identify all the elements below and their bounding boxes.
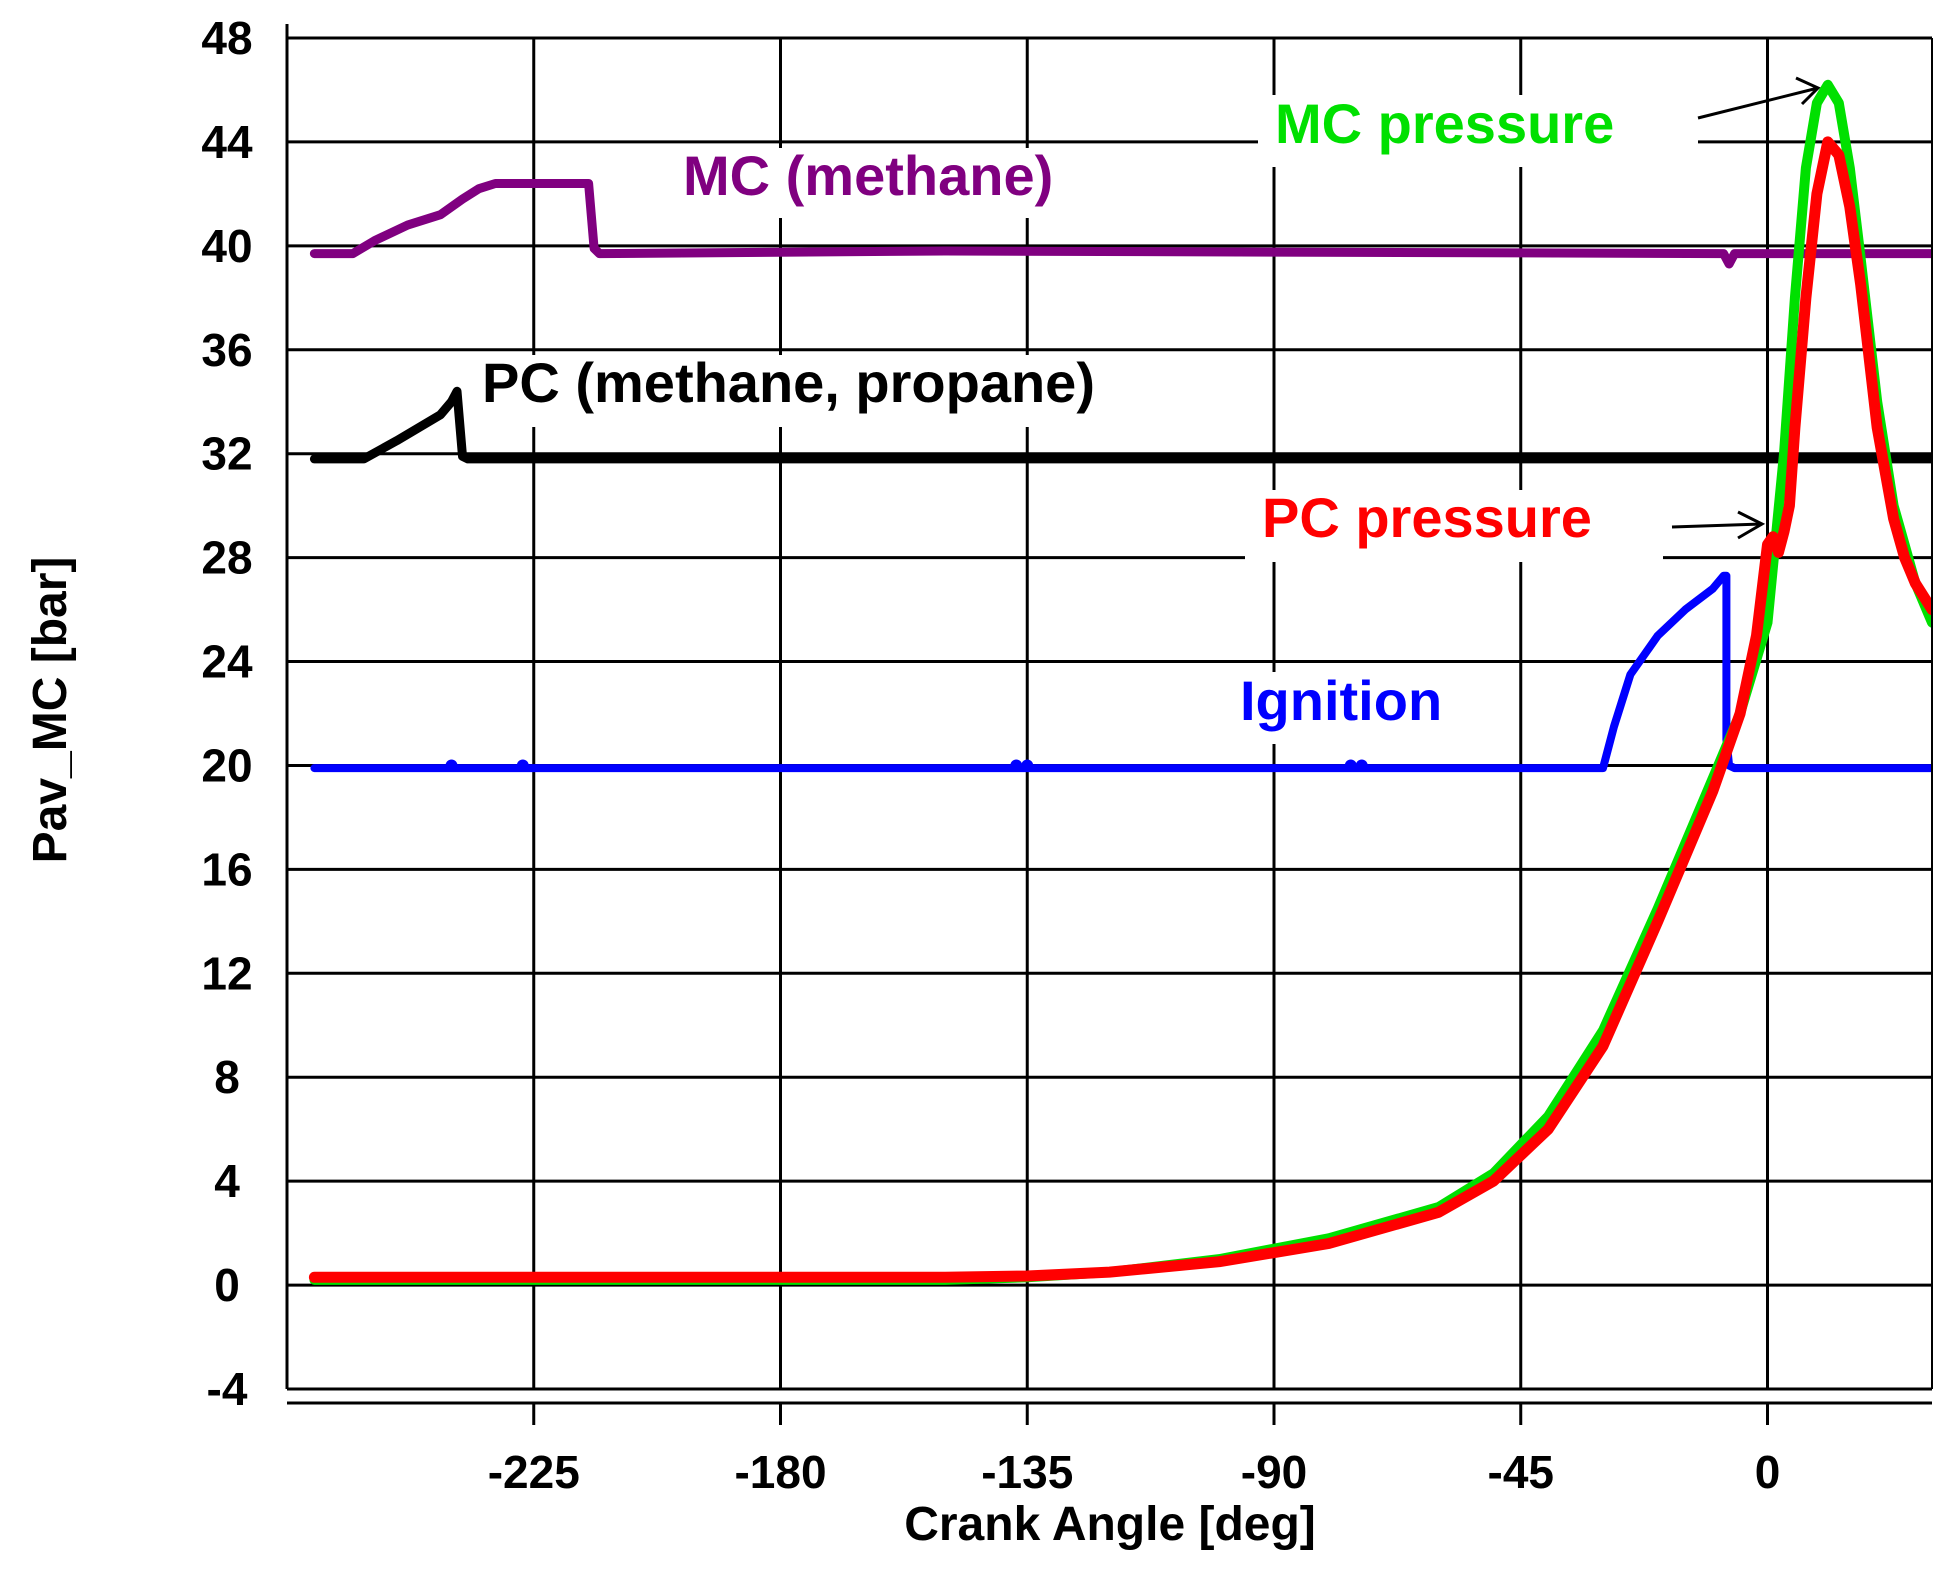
y-tick-label: -4 bbox=[207, 1363, 248, 1415]
x-axis-title: Crank Angle [deg] bbox=[904, 1498, 1316, 1551]
y-tick-label: 48 bbox=[201, 12, 252, 64]
annotation-background bbox=[1258, 95, 1698, 167]
annotation-mc-methane: MC (methane) bbox=[683, 144, 1053, 207]
y-tick-label: 16 bbox=[201, 843, 252, 895]
ignition-marker bbox=[445, 759, 458, 772]
annotation-ignition: Ignition bbox=[1240, 669, 1442, 732]
annotation-pc-methane-propane: PC (methane, propane) bbox=[482, 351, 1095, 414]
annotation-background bbox=[1212, 672, 1502, 744]
arrow-mc-pressure bbox=[1697, 76, 1821, 120]
y-tick-label: 40 bbox=[201, 220, 252, 272]
y-tick-label: 44 bbox=[201, 116, 253, 168]
series-line-pc-pressure bbox=[308, 136, 1932, 1283]
y-tick-label: 32 bbox=[201, 428, 252, 480]
x-tick-label: 0 bbox=[1755, 1446, 1781, 1498]
y-axis-title: Pav_MC [bar] bbox=[24, 557, 77, 864]
annotation-mc-pressure: MC pressure bbox=[1275, 92, 1614, 155]
ignition-marker bbox=[1010, 759, 1023, 772]
y-tick-label: 4 bbox=[214, 1155, 240, 1207]
annotation-backgrounds bbox=[460, 95, 1698, 744]
series-layer bbox=[308, 79, 1932, 1285]
y-tick-label: 0 bbox=[214, 1259, 240, 1311]
annotation-background bbox=[660, 148, 1110, 218]
ignition-marker bbox=[1021, 759, 1034, 772]
annotation-background bbox=[1245, 490, 1663, 562]
x-tick-label: -135 bbox=[981, 1446, 1073, 1498]
annotation-pc-pressure: PC pressure bbox=[1262, 486, 1592, 549]
x-tick-label: -180 bbox=[734, 1446, 826, 1498]
y-tick-label: 36 bbox=[201, 324, 252, 376]
x-tick-label: -90 bbox=[1241, 1446, 1307, 1498]
y-tick-label: 20 bbox=[201, 739, 252, 791]
annotation-background bbox=[460, 355, 1208, 427]
plot-frame bbox=[285, 24, 1933, 1405]
y-tick-label: 28 bbox=[201, 532, 252, 584]
ignition-marker bbox=[1355, 759, 1368, 772]
arrow-pc-pressure bbox=[1671, 510, 1766, 540]
series-line-ignition bbox=[310, 571, 1932, 773]
x-tick-label: -225 bbox=[488, 1446, 580, 1498]
y-tick-label: 8 bbox=[214, 1051, 240, 1103]
series-line-pc-methane-propane bbox=[309, 386, 1932, 464]
x-tick-label: -45 bbox=[1488, 1446, 1554, 1498]
ignition-marker bbox=[516, 759, 529, 772]
series-line-mc-methane bbox=[309, 179, 1932, 269]
y-tick-label: 12 bbox=[201, 947, 252, 999]
ignition-marker bbox=[1344, 759, 1357, 772]
y-tick-label: 24 bbox=[201, 636, 253, 688]
